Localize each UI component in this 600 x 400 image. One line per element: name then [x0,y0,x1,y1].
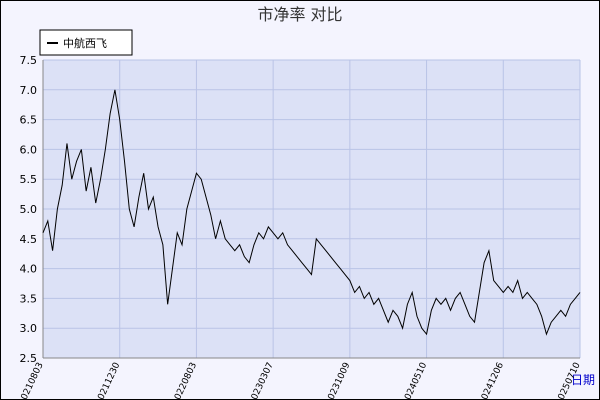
y-tick-label: 2.5 [20,352,38,365]
y-tick-label: 6.5 [20,114,38,127]
y-tick-label: 5.5 [20,173,38,186]
y-tick-label: 5.0 [20,203,38,216]
y-tick-label: 6.0 [20,143,38,156]
x-axis-label: 日期 [571,373,595,387]
y-tick-label: 4.0 [20,263,38,276]
chart-title: 市净率 对比 [257,5,342,24]
y-tick-label: 7.5 [20,54,38,67]
y-tick-label: 3.0 [20,322,38,335]
legend-label: 中航西飞 [63,36,107,50]
y-tick-label: 3.5 [20,292,38,305]
series-line [42,89,581,336]
y-tick-label: 4.5 [20,233,38,246]
y-tick-label: 7.0 [20,84,38,97]
